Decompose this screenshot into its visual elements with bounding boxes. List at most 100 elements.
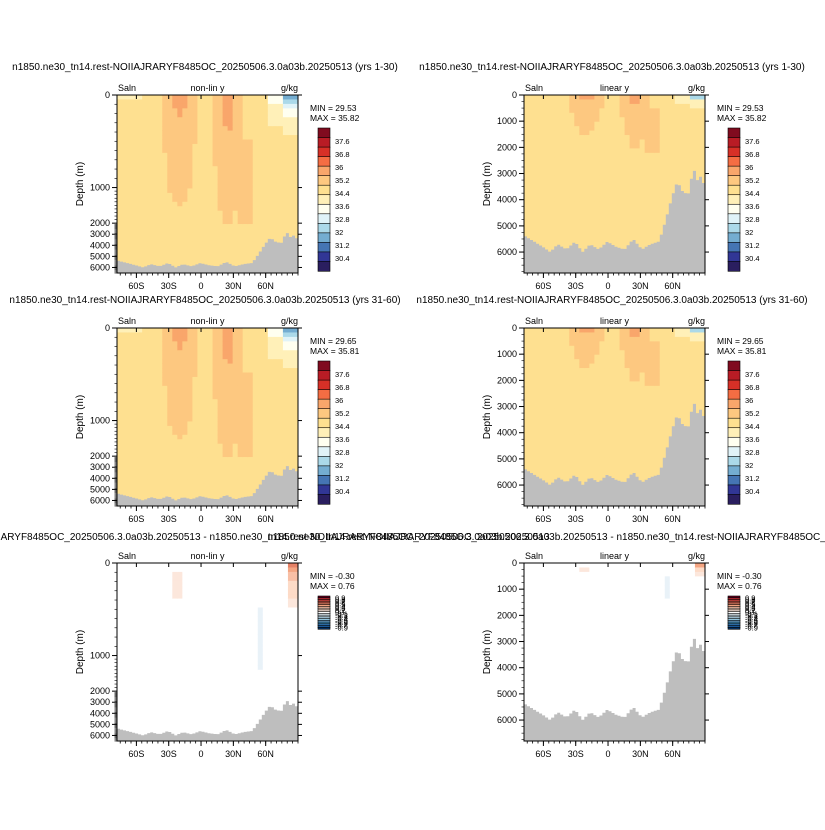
- field-cell: [253, 215, 258, 220]
- field-cell: [233, 417, 238, 422]
- field-cell: [268, 381, 273, 386]
- field-cell: [544, 157, 549, 162]
- field-cell: [127, 439, 132, 444]
- field-cell: [258, 229, 263, 234]
- field-cell: [208, 457, 213, 462]
- field-cell: [233, 197, 238, 202]
- field-cell: [152, 197, 157, 202]
- field-cell: [157, 399, 162, 404]
- field-cell: [564, 140, 569, 145]
- field-cell: [147, 488, 152, 493]
- field-cell: [213, 131, 218, 136]
- field-cell: [584, 171, 589, 176]
- field-cell: [273, 188, 278, 193]
- field-cell: [539, 180, 544, 185]
- field-cell: [132, 135, 137, 140]
- field-cell: [177, 457, 182, 462]
- field-cell: [544, 193, 549, 198]
- field-cell: [579, 166, 584, 171]
- variable-label: Saln: [525, 83, 543, 93]
- field-cell: [544, 211, 549, 216]
- field-cell: [182, 439, 187, 444]
- field-cell: [650, 135, 655, 140]
- x-tick-label: 60N: [664, 281, 681, 291]
- field-cell: [233, 144, 238, 149]
- field-cell: [228, 462, 233, 467]
- field-cell: [182, 381, 187, 386]
- field-cell: [197, 417, 202, 422]
- field-cell: [544, 184, 549, 189]
- field-cell: [117, 184, 122, 189]
- field-cell: [524, 99, 529, 104]
- field-cell: [263, 184, 268, 189]
- field-cell: [594, 157, 599, 162]
- field-cell: [122, 444, 127, 449]
- field-cell: [182, 399, 187, 404]
- field-cell: [609, 237, 614, 242]
- field-cell: [258, 215, 263, 220]
- colorbar-box: [318, 233, 330, 243]
- field-cell: [690, 122, 695, 127]
- field-cell: [253, 242, 258, 247]
- field-cell: [243, 215, 248, 220]
- field-cell: [162, 108, 167, 113]
- field-cell: [268, 355, 273, 360]
- field-cell: [228, 426, 233, 431]
- field-cell: [248, 408, 253, 413]
- field-cell: [132, 470, 137, 475]
- field-cell: [233, 421, 238, 426]
- field-cell: [228, 332, 233, 337]
- field-cell: [660, 202, 665, 207]
- field-cell: [685, 188, 690, 193]
- field-cell: [208, 399, 213, 404]
- field-cell: [529, 144, 534, 149]
- field-cell: [625, 237, 630, 242]
- field-cell: [539, 355, 544, 360]
- field-cell: [162, 246, 167, 251]
- field-cell: [524, 426, 529, 431]
- field-cell: [218, 99, 223, 104]
- field-cell: [142, 99, 147, 104]
- field-cell: [620, 206, 625, 211]
- field-cell: [524, 359, 529, 364]
- field-cell: [187, 95, 192, 100]
- field-cell: [615, 175, 620, 180]
- field-cell: [675, 108, 680, 113]
- field-cell: [127, 466, 132, 471]
- field-cell: [157, 220, 162, 225]
- field-cell: [167, 381, 172, 386]
- field-cell: [645, 126, 650, 131]
- field-cell: [263, 193, 268, 198]
- field-cell: [625, 95, 630, 100]
- field-cell: [268, 162, 273, 167]
- field-cell: [544, 386, 549, 391]
- field-cell: [223, 148, 228, 153]
- field-cell: [670, 135, 675, 140]
- field-cell: [589, 157, 594, 162]
- field-cell: [142, 215, 147, 220]
- field-cell: [273, 197, 278, 202]
- field-cell: [288, 404, 293, 409]
- field-cell: [524, 435, 529, 440]
- field-cell: [609, 122, 614, 127]
- field-cell: [640, 242, 645, 247]
- field-cell: [268, 220, 273, 225]
- field-cell: [544, 439, 549, 444]
- field-cell: [609, 131, 614, 136]
- colorbar-box: [728, 233, 740, 243]
- field-cell: [122, 475, 127, 480]
- colorbar-label: 34.4: [335, 422, 350, 431]
- field-cell: [223, 355, 228, 360]
- field-cell: [549, 162, 554, 167]
- field-cell: [192, 95, 197, 100]
- field-cell: [569, 122, 574, 127]
- field-cell: [162, 413, 167, 418]
- field-cell: [142, 448, 147, 453]
- field-cell: [127, 346, 132, 351]
- field-cell: [620, 188, 625, 193]
- field-cell: [635, 175, 640, 180]
- field-cell: [208, 108, 213, 113]
- field-cell: [122, 193, 127, 198]
- field-cell: [258, 117, 263, 122]
